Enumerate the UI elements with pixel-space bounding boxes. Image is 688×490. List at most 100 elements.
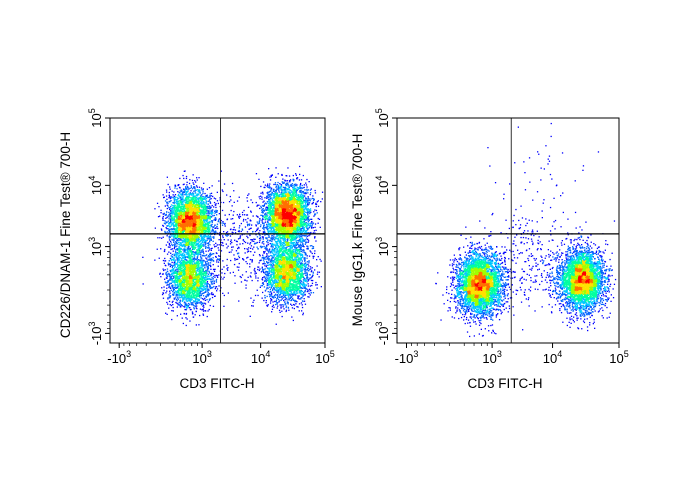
event-dot — [192, 243, 194, 245]
event-dot — [173, 238, 175, 240]
event-dot — [206, 239, 208, 241]
event-dot — [194, 211, 197, 214]
event-dot — [190, 219, 192, 221]
event-dot — [166, 231, 168, 233]
event-dot — [172, 208, 174, 210]
event-dot — [169, 228, 171, 230]
event-dot — [176, 286, 178, 288]
event-dot — [182, 245, 184, 248]
event-dot — [161, 237, 163, 239]
event-dot — [197, 233, 200, 236]
event-dot — [203, 277, 205, 279]
event-dot — [160, 248, 162, 250]
event-dot — [194, 224, 196, 227]
event-dot — [212, 264, 214, 266]
event-dot — [204, 197, 206, 199]
event-dot — [224, 222, 226, 225]
event-dot — [194, 230, 196, 232]
event-dot — [213, 197, 215, 199]
event-dot — [187, 226, 189, 228]
event-dot — [189, 209, 192, 211]
event-dot — [207, 237, 210, 240]
event-dot — [193, 240, 196, 242]
event-dot — [202, 235, 204, 237]
event-dot — [194, 241, 196, 243]
event-dot — [201, 224, 203, 226]
event-dot — [190, 227, 192, 229]
event-dot — [180, 229, 182, 231]
event-dot — [181, 274, 183, 276]
event-dot — [173, 205, 175, 208]
event-dot — [169, 226, 171, 228]
event-dot — [183, 191, 185, 193]
event-dot — [187, 229, 189, 231]
event-dot — [170, 242, 172, 244]
event-dot — [182, 241, 184, 243]
event-dot — [209, 193, 211, 195]
event-dot — [200, 199, 202, 201]
event-dot — [168, 242, 170, 245]
event-dot — [198, 216, 200, 219]
event-dot — [204, 205, 206, 207]
event-dot — [195, 221, 197, 224]
event-dot — [177, 221, 179, 223]
event-dot — [191, 235, 193, 237]
event-dot — [197, 240, 199, 242]
event-dot — [181, 193, 184, 195]
event-dot — [201, 303, 203, 305]
event-dot — [206, 221, 208, 223]
event-dot — [171, 196, 173, 198]
event-dot — [208, 187, 211, 189]
event-dot — [201, 206, 203, 209]
event-dot — [173, 253, 175, 255]
event-dot — [180, 239, 183, 241]
event-dot — [182, 211, 184, 213]
event-dot — [178, 219, 180, 222]
event-dot — [202, 255, 204, 257]
event-dot — [206, 217, 208, 219]
event-dot — [192, 234, 194, 236]
event-dot — [168, 297, 171, 299]
event-dot — [184, 248, 186, 250]
event-dot — [192, 199, 194, 201]
event-dot — [185, 212, 187, 214]
event-dot — [202, 189, 204, 191]
event-dot — [199, 229, 201, 231]
event-dot — [182, 193, 184, 196]
event-dot — [173, 209, 176, 211]
event-dot — [188, 238, 190, 240]
event-dot — [197, 249, 199, 251]
event-dot — [195, 238, 197, 241]
event-dot — [214, 210, 216, 212]
event-dot — [175, 297, 177, 299]
event-dot — [192, 209, 195, 212]
event-dot — [182, 207, 185, 209]
event-dot — [172, 228, 175, 230]
event-dot — [206, 196, 208, 198]
event-dot — [184, 305, 187, 307]
event-dot — [201, 285, 204, 287]
event-dot — [199, 314, 201, 317]
event-dot — [199, 205, 201, 207]
event-dot — [174, 235, 176, 238]
event-dot — [173, 213, 175, 215]
event-dot — [211, 204, 213, 207]
event-dot — [200, 197, 202, 199]
event-dot — [200, 297, 202, 299]
event-dot — [181, 229, 183, 232]
event-dot — [202, 212, 204, 214]
event-dot — [164, 205, 166, 207]
event-dot — [207, 196, 209, 198]
event-dot — [204, 208, 207, 210]
event-dot — [171, 275, 173, 278]
event-dot — [175, 196, 177, 198]
event-dot — [197, 193, 199, 195]
event-dot — [176, 240, 178, 242]
event-dot — [166, 253, 169, 255]
event-dot — [200, 225, 202, 227]
event-dot — [183, 221, 185, 223]
event-dot — [171, 244, 174, 247]
event-dot — [183, 212, 186, 215]
event-dot — [188, 200, 190, 202]
event-dot — [207, 225, 209, 227]
